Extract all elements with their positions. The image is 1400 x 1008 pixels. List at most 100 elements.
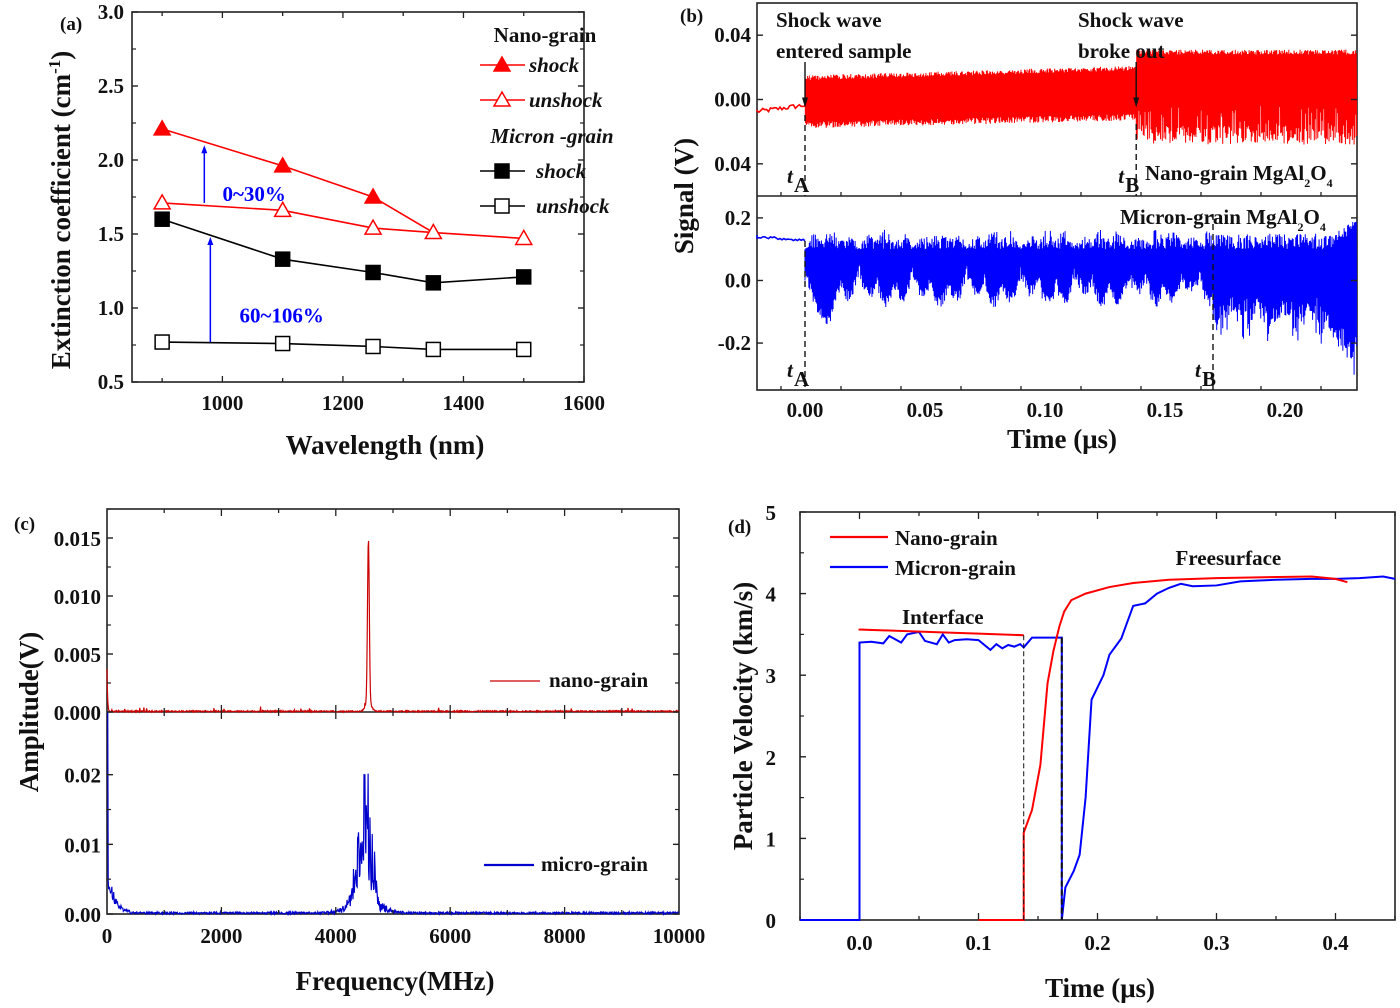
subplot-label-micron: Micron-grain MgAl2O4	[1120, 205, 1326, 234]
data-point	[515, 269, 532, 285]
annotation-arrowhead	[201, 145, 208, 154]
x-tick-label: 0.20	[1267, 398, 1304, 422]
x-tick-label: 0	[102, 924, 113, 948]
series-line-micron-grain	[800, 575, 1396, 921]
data-point	[273, 200, 292, 218]
panel-b: (b) 0.04 0.00 0.04 0.2 0.0 -0.2 0.00 0.05 0.10 0.…	[669, 2, 1358, 454]
x-tick-label: 1400	[442, 391, 484, 415]
data-point	[424, 223, 443, 240]
x-tick-label: 0.10	[1027, 398, 1064, 422]
panel-a-ylabel-text: Extinction coefficient (cm	[46, 73, 76, 369]
y-tick-label: 1	[766, 827, 777, 851]
annotation-line1: Shock wave	[1078, 8, 1184, 32]
x-tick-label: 0.4	[1322, 931, 1349, 955]
y-tick-label: 4	[766, 583, 777, 607]
x-tick-label: 0.2	[1084, 931, 1110, 955]
time-marker-label: t	[787, 358, 794, 382]
x-tick-label: 0.05	[907, 398, 944, 422]
oscillation-trace	[804, 49, 1358, 145]
y-tick-label: 2.0	[98, 148, 124, 172]
series-line-3	[162, 341, 524, 351]
panel-d: (d) 0 1 2 3 4 5 0.0 0.1 0.2 0.3 0.4 Interface Frees…	[728, 501, 1396, 1003]
panel-b-micron-signal	[756, 221, 1358, 375]
x-tick-label: 6000	[429, 924, 471, 948]
panel-b-nano-signal	[756, 49, 1358, 145]
data-point	[365, 264, 381, 281]
y-tick-label: 0.015	[54, 527, 101, 551]
subplot-label-part: 4	[1320, 220, 1326, 234]
data-point	[515, 341, 532, 358]
time-marker-subscript: A	[794, 173, 810, 197]
pre-signal-trace	[756, 235, 806, 242]
y-tick-label: 0.00	[714, 88, 751, 112]
panel-b-xlabel: Time (μs)	[1007, 424, 1117, 454]
panel-c-ylabel: Amplitude(V)	[14, 632, 44, 793]
panel-a-legend: Nano-grain Micron -grain shock unshock shock…	[480, 23, 614, 218]
panel-c-label: (c)	[14, 514, 35, 535]
annotation-line1: Shock wave	[776, 8, 882, 32]
y-tick-label: 2	[766, 746, 777, 770]
panel-c-xlabel: Frequency(MHz)	[296, 966, 495, 996]
legend-label: Micron-grain	[895, 556, 1016, 580]
annotation-label: Freesurface	[1176, 546, 1282, 570]
legend-marker	[492, 55, 512, 72]
legend-group-title: Nano-grain	[494, 23, 597, 47]
y-tick-label: 0.0	[725, 268, 751, 292]
subplot-label-part: Nano-grain MgAl	[1145, 161, 1304, 185]
panel-d-frame	[799, 511, 1396, 921]
legend-marker	[492, 90, 512, 107]
y-tick-label: -0.2	[718, 331, 751, 355]
panel-d-xlabel: Time (μs)	[1045, 973, 1155, 1003]
panel-a-frame	[131, 11, 585, 383]
spectrum-micro-grain	[107, 711, 680, 917]
data-point	[363, 187, 383, 204]
y-tick-label: 0.005	[54, 643, 101, 667]
time-marker-subscript: A	[794, 367, 810, 391]
legend-label: shock	[535, 159, 587, 183]
y-tick-label: 0.01	[64, 833, 101, 857]
legend-label: shock	[528, 53, 580, 77]
x-tick-label: 8000	[544, 924, 586, 948]
subplot-label-part: O	[1310, 161, 1326, 185]
legend-marker	[494, 198, 510, 214]
y-tick-label: 0.2	[725, 206, 751, 230]
legend-label: Nano-grain	[895, 526, 998, 550]
y-tick-label: 0.02	[64, 764, 101, 788]
subplot-label-part: 2	[1298, 220, 1304, 234]
x-tick-label: 0.3	[1203, 931, 1229, 955]
y-tick-label: 0.000	[54, 701, 101, 725]
y-tick-label: 0.04	[714, 152, 751, 176]
panel-b-label: (b)	[680, 6, 703, 27]
x-tick-label: 4000	[315, 924, 357, 948]
y-tick-label: 1.0	[98, 296, 124, 320]
x-tick-label: 0.0	[846, 931, 872, 955]
data-point	[154, 334, 170, 350]
panel-d-label: (d)	[728, 517, 751, 538]
data-point	[363, 218, 383, 235]
panel-d-ylabel: Particle Velocity (km/s)	[728, 582, 758, 850]
y-tick-label: 3.0	[98, 0, 124, 24]
data-point	[365, 338, 381, 355]
y-tick-label: 0.010	[54, 585, 101, 609]
annotation-arrowhead	[802, 97, 808, 108]
panel-a-xlabel: Wavelength (nm)	[286, 430, 485, 460]
annotation-label: 0~30%	[222, 182, 285, 206]
y-tick-label: 0.04	[714, 23, 751, 47]
y-tick-label: 0.5	[98, 370, 124, 394]
x-tick-label: 0.00	[787, 398, 824, 422]
y-tick-label: 0	[766, 909, 777, 933]
panel-a-ylabel-close: )	[46, 51, 76, 60]
annotation-line2: broke out	[1078, 39, 1165, 63]
time-marker-label: t	[1195, 358, 1202, 382]
data-point	[273, 156, 292, 173]
subplot-label-part: 4	[1327, 176, 1333, 190]
y-tick-label: 5	[766, 501, 777, 525]
x-tick-label: 10000	[653, 924, 706, 948]
subplot-label-nano: Nano-grain MgAl2O4	[1145, 161, 1333, 190]
legend-label: nano-grain	[549, 668, 649, 692]
legend-label: unshock	[529, 88, 603, 112]
y-tick-label: 1.5	[98, 222, 124, 246]
panel-a: (a) 0.5 1.0 1.5 2.0 2.5 3.0 1000 1200 1400 1600 0…	[45, 0, 614, 460]
panel-d-legend: Nano-grain Micron-grain	[830, 526, 1016, 580]
